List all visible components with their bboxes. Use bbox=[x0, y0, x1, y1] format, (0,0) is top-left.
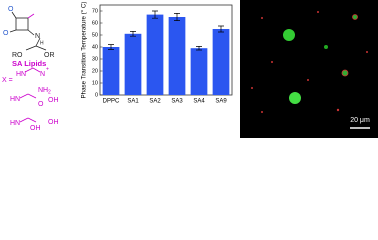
dot bbox=[317, 11, 319, 13]
bond bbox=[19, 93, 29, 99]
vesicle bbox=[283, 29, 295, 41]
dot bbox=[366, 51, 368, 53]
x-tick-label: SA9 bbox=[215, 99, 227, 105]
atom: N bbox=[40, 71, 45, 78]
x-tick-label: SA4 bbox=[193, 99, 205, 105]
x-tick-label: SA3 bbox=[171, 99, 183, 105]
bar bbox=[146, 14, 164, 96]
vesicle bbox=[289, 92, 301, 104]
micrograph: 20 μm bbox=[240, 0, 378, 138]
x-tick-label: SA1 bbox=[127, 99, 139, 105]
error-bar bbox=[174, 13, 180, 21]
bar-chart: Phase Transition Temperature (° C) 0 10 20 3… bbox=[81, 2, 233, 105]
bond bbox=[35, 37, 41, 47]
x-tick-label: DPPC bbox=[103, 99, 120, 105]
bond bbox=[25, 45, 37, 51]
y-tick-label: 20 bbox=[92, 68, 98, 74]
bond-x bbox=[27, 13, 35, 19]
vesicle bbox=[324, 45, 328, 49]
structure bbox=[9, 11, 47, 123]
scale-label: 20 μm bbox=[350, 117, 370, 124]
micrograph-bg bbox=[240, 0, 378, 138]
y-tick-label: 40 bbox=[92, 44, 98, 50]
atom: HN bbox=[10, 120, 20, 127]
dot bbox=[261, 111, 263, 113]
error-bar bbox=[218, 25, 224, 33]
atom: OH bbox=[48, 119, 59, 126]
vesicle bbox=[352, 14, 358, 20]
bar bbox=[168, 17, 186, 95]
dot bbox=[251, 87, 253, 89]
y-axis-label: Phase Transition Temperature (° C) bbox=[81, 2, 88, 99]
bond bbox=[11, 11, 17, 19]
bond bbox=[9, 29, 17, 33]
figure: O O N H RO OR SA Lipids X = HN N + HN NH… bbox=[2, 0, 378, 138]
y-tick-label: 50 bbox=[92, 32, 98, 38]
x-label: X = bbox=[2, 77, 13, 84]
atom: O bbox=[38, 101, 44, 108]
bar bbox=[212, 29, 230, 95]
atom: O bbox=[3, 30, 9, 37]
atom: OR bbox=[44, 52, 55, 59]
dot bbox=[271, 61, 273, 63]
y-tick-label: 60 bbox=[92, 20, 98, 26]
dot bbox=[261, 17, 263, 19]
dot bbox=[307, 79, 309, 81]
x-tick-label: SA2 bbox=[149, 99, 161, 105]
bond bbox=[27, 29, 35, 36]
bar bbox=[102, 47, 120, 95]
atom: O bbox=[8, 6, 14, 13]
atom: HN bbox=[16, 71, 26, 78]
y-tick-label: 0 bbox=[95, 92, 98, 98]
atom: RO bbox=[12, 52, 23, 59]
vesicle bbox=[341, 69, 349, 77]
atom: HN bbox=[10, 96, 20, 103]
bond bbox=[27, 93, 37, 99]
bond bbox=[35, 45, 47, 51]
atom: NH bbox=[38, 87, 48, 94]
plot-frame bbox=[99, 4, 233, 96]
charge: + bbox=[46, 66, 49, 72]
atom: H bbox=[40, 40, 44, 46]
bar bbox=[190, 48, 208, 95]
atom: OH bbox=[48, 97, 59, 104]
y-tick-label: 70 bbox=[92, 8, 98, 14]
error-bar bbox=[152, 10, 158, 19]
y-tick-label: 30 bbox=[92, 56, 98, 62]
bond bbox=[27, 117, 37, 123]
squarate-ring bbox=[15, 17, 29, 31]
y-tick-label: 10 bbox=[92, 80, 98, 86]
bond bbox=[32, 67, 41, 73]
structure-title: SA Lipids bbox=[12, 59, 46, 68]
bond bbox=[19, 117, 29, 123]
error-bar bbox=[130, 31, 136, 37]
bar bbox=[124, 33, 142, 95]
error-bar bbox=[108, 44, 114, 50]
atom: N bbox=[35, 33, 40, 40]
dot bbox=[336, 108, 340, 112]
error-bar bbox=[196, 46, 202, 51]
subscript: 2 bbox=[48, 89, 51, 95]
bond bbox=[24, 67, 34, 73]
atom: OH bbox=[30, 125, 41, 132]
